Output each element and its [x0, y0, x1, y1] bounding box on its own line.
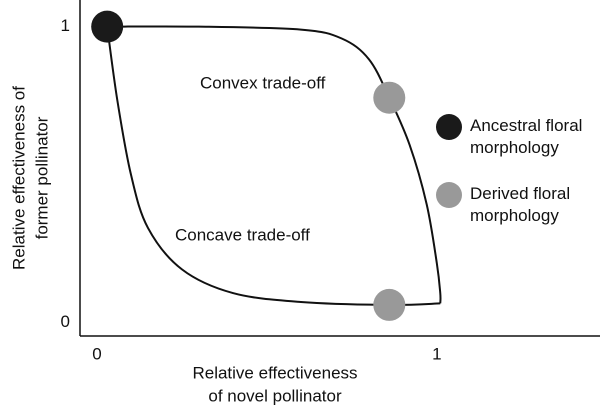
trade-off-curve: [106, 26, 441, 306]
x-axis-label: Relative effectiveness: [192, 363, 357, 382]
curve-label: Concave trade-off: [175, 225, 310, 244]
y-tick-label: 0: [61, 312, 70, 331]
curve-label: Convex trade-off: [200, 73, 326, 92]
x-axis-label: of novel pollinator: [208, 386, 342, 405]
point: [373, 288, 406, 321]
legend-label-line: Ancestral floral: [470, 116, 582, 135]
y-axis-label: former pollinator: [32, 116, 51, 239]
x-tick-label: 1: [432, 344, 441, 363]
legend-swatch: [436, 114, 462, 140]
x-tick-label: 0: [92, 344, 101, 363]
legend-label-line: morphology: [470, 206, 559, 225]
legend-label: Ancestral floral morphology: [470, 116, 582, 157]
legend-label: Derived floral morphology: [470, 184, 570, 225]
legend-swatch: [436, 182, 462, 208]
legend-label-line: Derived floral: [470, 184, 570, 203]
legend-label-line: morphology: [470, 138, 559, 157]
point: [91, 10, 124, 43]
point: [373, 81, 406, 114]
y-axis-label: Relative effectiveness of: [9, 86, 28, 270]
trade-off-curve: [107, 25, 442, 304]
y-tick-label: 1: [61, 16, 70, 35]
